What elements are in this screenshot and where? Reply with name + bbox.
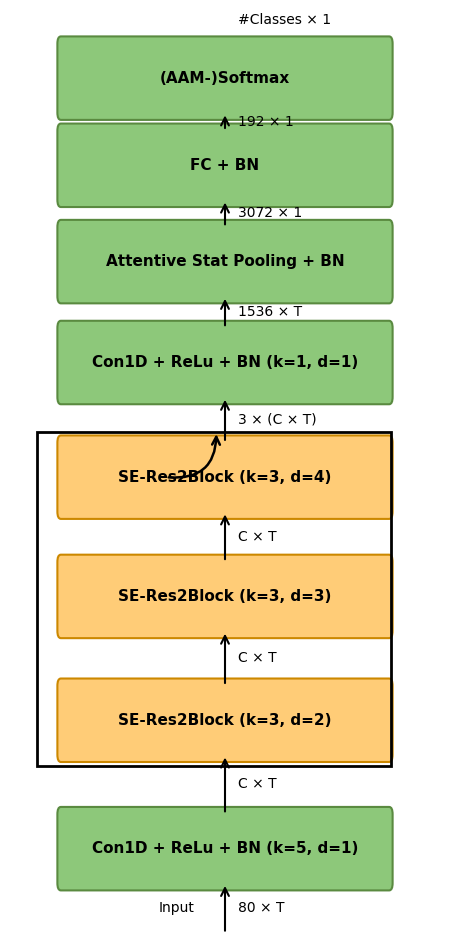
FancyBboxPatch shape: [58, 435, 392, 519]
Bar: [37, 431, 392, 766]
FancyBboxPatch shape: [58, 124, 392, 207]
Text: 3 × (C × T): 3 × (C × T): [238, 413, 317, 427]
FancyArrowPatch shape: [169, 437, 220, 477]
Text: SE-Res2Block (k=3, d=2): SE-Res2Block (k=3, d=2): [118, 712, 332, 728]
FancyBboxPatch shape: [58, 37, 392, 120]
FancyBboxPatch shape: [58, 555, 392, 638]
Text: Input: Input: [159, 901, 195, 915]
FancyBboxPatch shape: [58, 321, 392, 404]
Text: Con1D + ReLu + BN (k=1, d=1): Con1D + ReLu + BN (k=1, d=1): [92, 355, 358, 370]
Text: #Classes × 1: #Classes × 1: [238, 13, 331, 27]
Text: 80 × T: 80 × T: [238, 901, 284, 915]
Text: SE-Res2Block (k=3, d=4): SE-Res2Block (k=3, d=4): [118, 470, 332, 485]
Text: Attentive Stat Pooling + BN: Attentive Stat Pooling + BN: [106, 254, 344, 270]
FancyBboxPatch shape: [58, 807, 392, 890]
Text: Con1D + ReLu + BN (k=5, d=1): Con1D + ReLu + BN (k=5, d=1): [92, 841, 358, 856]
Text: C × T: C × T: [238, 530, 277, 544]
Text: 1536 × T: 1536 × T: [238, 305, 302, 319]
Text: C × T: C × T: [238, 778, 277, 792]
FancyBboxPatch shape: [58, 679, 392, 762]
Text: FC + BN: FC + BN: [190, 158, 260, 173]
Text: (AAM-)Softmax: (AAM-)Softmax: [160, 70, 290, 86]
Text: C × T: C × T: [238, 651, 277, 665]
Text: 192 × 1: 192 × 1: [238, 115, 294, 129]
FancyBboxPatch shape: [58, 220, 392, 303]
Text: SE-Res2Block (k=3, d=3): SE-Res2Block (k=3, d=3): [118, 589, 332, 604]
Text: 3072 × 1: 3072 × 1: [238, 207, 302, 221]
